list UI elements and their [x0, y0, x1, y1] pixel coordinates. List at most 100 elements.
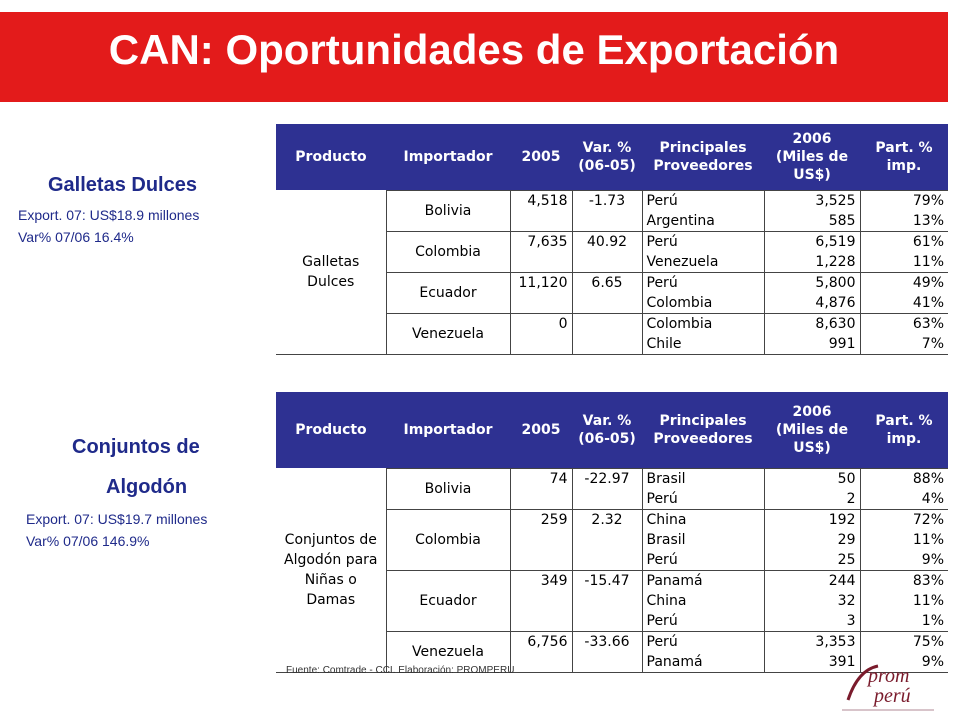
- column-header: Importador: [386, 392, 510, 468]
- var-cell: [571, 333, 642, 355]
- supplier-cell: Panamá: [641, 651, 764, 673]
- value-2005: [509, 292, 572, 313]
- importer-cell: Venezuela: [385, 312, 510, 355]
- table-row: Colombia 259 2.32 China 192 72%: [276, 508, 948, 570]
- share-cell: 72%: [859, 508, 948, 530]
- column-header: Var. % (06-05): [572, 124, 642, 190]
- value-2006: 50: [763, 467, 860, 489]
- galletas-export: Export. 07: US$18.9 millones: [18, 207, 200, 223]
- importer-cell: Colombia: [385, 230, 510, 272]
- logo-text-1: prom: [866, 665, 909, 687]
- var-cell: 2.32: [571, 508, 642, 530]
- share-cell: 13%: [859, 210, 948, 231]
- value-2005: [509, 549, 572, 570]
- conjuntos-stats: Export. 07: US$19.7 millones Var% 07/06 …: [26, 511, 207, 549]
- share-cell: 83%: [859, 569, 948, 591]
- var-cell: [571, 549, 642, 570]
- table-row: Perú 3 1%: [276, 610, 948, 631]
- logo-text-2: perú: [872, 685, 911, 707]
- value-2006: 4,876: [763, 292, 860, 313]
- var-cell: [571, 292, 642, 313]
- supplier-cell: Colombia: [641, 292, 764, 313]
- supplier-cell: Perú: [641, 271, 764, 293]
- supplier-cell: Brasil: [641, 529, 764, 550]
- supplier-cell: Chile: [641, 333, 764, 355]
- value-2006: 1,228: [763, 251, 860, 272]
- importer-cell: Bolivia: [385, 467, 510, 509]
- var-cell: [571, 251, 642, 272]
- value-2005: 4,518: [509, 189, 572, 211]
- value-2006: 3,525: [763, 189, 860, 211]
- value-2005: [509, 590, 572, 611]
- supplier-cell: Colombia: [641, 312, 764, 334]
- table-row: Perú 2 4%: [276, 488, 948, 509]
- supplier-cell: Panamá: [641, 569, 764, 591]
- table-row: Venezuela 1,228 11%: [276, 251, 948, 272]
- share-cell: 75%: [859, 630, 948, 652]
- value-2006: 5,800: [763, 271, 860, 293]
- value-2006: 991: [763, 333, 860, 355]
- var-cell: [571, 488, 642, 509]
- var-cell: -1.73: [571, 189, 642, 211]
- galletas-table: Producto Importador 2005 Var. % (06-05) Princ…: [276, 124, 948, 355]
- share-cell: 11%: [859, 590, 948, 611]
- value-2005: 7,635: [509, 230, 572, 252]
- importer-cell: Bolivia: [385, 189, 510, 231]
- value-2006: 25: [763, 549, 860, 570]
- value-2005: [509, 251, 572, 272]
- galletas-summary: Galletas Dulces: [48, 174, 197, 197]
- column-header: Part. % imp.: [860, 124, 948, 190]
- value-2005: 0: [509, 312, 572, 334]
- share-cell: 49%: [859, 271, 948, 293]
- share-cell: 4%: [859, 488, 948, 509]
- product-cell: Conjuntos de Algodón para Niñas o Damas: [276, 468, 386, 673]
- supplier-cell: Perú: [641, 610, 764, 631]
- conjuntos-export: Export. 07: US$19.7 millones: [26, 511, 208, 527]
- table-row: Argentina 585 13%: [276, 210, 948, 231]
- value-2005: 6,756: [509, 630, 572, 652]
- product-cell: Galletas Dulces: [276, 190, 386, 355]
- value-2005: [509, 210, 572, 231]
- column-header: 2006 (Miles de US$): [764, 124, 860, 190]
- value-2006: 3,353: [763, 630, 860, 652]
- value-2005: [509, 488, 572, 509]
- column-header: Var. % (06-05): [572, 392, 642, 468]
- table-row: Venezuela 6,756 -33.66 Perú 3,353 75%: [276, 630, 948, 673]
- supplier-cell: Perú: [641, 488, 764, 509]
- column-header: Principales Proveedores: [642, 124, 764, 190]
- share-cell: 41%: [859, 292, 948, 313]
- var-cell: 6.65: [571, 271, 642, 293]
- supplier-cell: Brasil: [641, 467, 764, 489]
- supplier-cell: Argentina: [641, 210, 764, 231]
- table-row: Panamá 391 9%: [276, 651, 948, 673]
- column-header: Producto: [276, 392, 386, 468]
- value-2006: 244: [763, 569, 860, 591]
- page-title: CAN: Oportunidades de Exportación: [108, 26, 840, 73]
- value-2006: 192: [763, 508, 860, 530]
- table-row: Ecuador 11,120 6.65 Perú 5,800 49%: [276, 271, 948, 313]
- galletas-title: Galletas Dulces: [48, 174, 197, 196]
- var-cell: [571, 529, 642, 550]
- share-cell: 9%: [859, 651, 948, 673]
- column-header: 2005: [510, 392, 572, 468]
- var-cell: -15.47: [571, 569, 642, 591]
- share-cell: 1%: [859, 610, 948, 631]
- conjuntos-title-line2: Algodón: [106, 476, 188, 498]
- value-2005: 259: [509, 508, 572, 530]
- value-2005: [509, 651, 572, 673]
- conjuntos-table: Producto Importador 2005 Var. % (06-05) Princ…: [276, 392, 948, 673]
- share-cell: 61%: [859, 230, 948, 252]
- supplier-cell: Perú: [641, 549, 764, 570]
- column-header: 2006 (Miles de US$): [764, 392, 860, 468]
- value-2005: [509, 610, 572, 631]
- title-banner: CAN: Oportunidades de Exportación: [0, 12, 948, 102]
- table-header-row: Producto Importador 2005 Var. % (06-05) Princ…: [276, 124, 948, 190]
- value-2006: 585: [763, 210, 860, 231]
- column-header: Importador: [386, 124, 510, 190]
- var-cell: -22.97: [571, 467, 642, 489]
- value-2005: [509, 333, 572, 355]
- importer-cell: Colombia: [385, 508, 510, 570]
- conjuntos-summary: Conjuntos de: [72, 436, 200, 459]
- conjuntos-var: Var% 07/06 146.9%: [26, 533, 150, 549]
- var-cell: [571, 312, 642, 334]
